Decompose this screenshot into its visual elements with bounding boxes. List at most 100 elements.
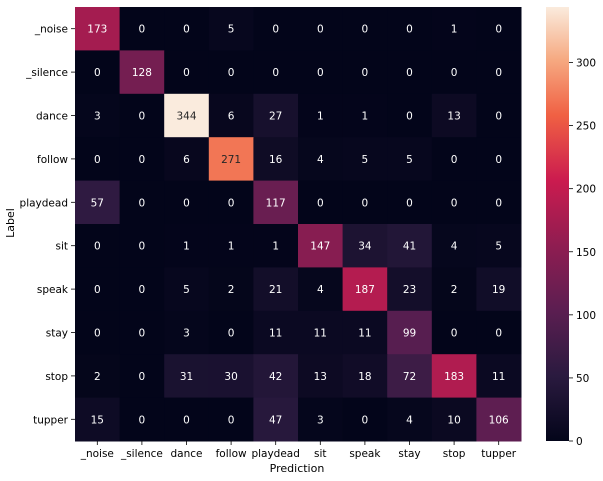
cell-value-label: 0 bbox=[94, 154, 101, 166]
cell-value-label: 0 bbox=[317, 67, 324, 79]
heatmap-cell bbox=[298, 267, 344, 312]
heatmap-cell bbox=[208, 50, 254, 95]
heatmap-cells bbox=[75, 7, 522, 442]
heatmap-cell-labels: 173 0 0 5 0 0 0 0 1 00 128 0 0 0 0 0 0 0 03 0 344 6 27 1 1 0 13 00 0… bbox=[87, 24, 509, 427]
heatmap-cell bbox=[342, 93, 388, 138]
heatmap-cell bbox=[342, 310, 388, 355]
heatmap-cell bbox=[342, 180, 388, 225]
heatmap-cell bbox=[476, 310, 522, 355]
heatmap-cell bbox=[387, 397, 433, 442]
cell-value-label: 0 bbox=[451, 67, 458, 79]
heatmap-cell bbox=[119, 50, 165, 95]
cell-value-label: 5 bbox=[495, 241, 502, 253]
heatmap-cell bbox=[164, 7, 210, 51]
cell-value-label: 2 bbox=[228, 284, 235, 296]
cell-value-label: 0 bbox=[272, 67, 279, 79]
cell-value-label: 0 bbox=[317, 24, 324, 36]
heatmap-cell bbox=[387, 224, 433, 268]
cell-value-label: 0 bbox=[451, 328, 458, 340]
heatmap-cell bbox=[253, 397, 299, 442]
heatmap-cell bbox=[208, 224, 254, 268]
cell-value-label: 128 bbox=[132, 67, 152, 79]
colorbar bbox=[546, 7, 569, 441]
heatmap-cell bbox=[342, 224, 388, 268]
cell-value-label: 0 bbox=[495, 197, 502, 209]
cell-value-label: 0 bbox=[183, 197, 190, 209]
heatmap-cell bbox=[387, 7, 433, 51]
heatmap-cell bbox=[387, 310, 433, 355]
cell-value-label: 0 bbox=[139, 111, 146, 123]
heatmap-cell bbox=[75, 7, 121, 51]
heatmap-cell bbox=[387, 50, 433, 95]
cell-value-label: 3 bbox=[183, 328, 190, 340]
cell-value-label: 0 bbox=[183, 414, 190, 426]
colorbar-ticks: 0 50 100 150 200 250 300 bbox=[569, 58, 596, 448]
cell-value-label: 117 bbox=[266, 197, 286, 209]
cell-value-label: 1 bbox=[272, 241, 279, 253]
cell-value-label: 0 bbox=[406, 197, 413, 209]
y-tick-label: playdead bbox=[20, 197, 68, 209]
cell-value-label: 0 bbox=[406, 111, 413, 123]
x-tick-label: sit bbox=[314, 448, 327, 460]
heatmap-cell bbox=[298, 137, 344, 182]
y-tick-label: stay bbox=[46, 328, 68, 340]
colorbar-tick-label: 150 bbox=[576, 247, 596, 259]
heatmap-cell bbox=[119, 180, 165, 225]
cell-value-label: 15 bbox=[91, 414, 104, 426]
heatmap-cell bbox=[253, 93, 299, 138]
cell-value-label: 0 bbox=[228, 328, 235, 340]
cell-value-label: 4 bbox=[451, 241, 458, 253]
heatmap-cell bbox=[75, 354, 121, 399]
heatmap-cell bbox=[208, 180, 254, 225]
heatmap-cell bbox=[342, 267, 388, 312]
cell-value-label: 0 bbox=[139, 371, 146, 383]
x-tick-label: _silence bbox=[120, 448, 163, 460]
heatmap-cell bbox=[119, 310, 165, 355]
y-tick-label: sit bbox=[55, 241, 68, 253]
cell-value-label: 5 bbox=[362, 154, 369, 166]
cell-value-label: 0 bbox=[362, 24, 369, 36]
x-tick-label: stop bbox=[443, 448, 466, 460]
cell-value-label: 2 bbox=[94, 371, 101, 383]
cell-value-label: 21 bbox=[269, 284, 282, 296]
cell-value-label: 99 bbox=[403, 328, 416, 340]
heatmap-cell bbox=[253, 50, 299, 95]
cell-value-label: 187 bbox=[355, 284, 375, 296]
heatmap-cell bbox=[431, 224, 477, 268]
heatmap-cell bbox=[387, 267, 433, 312]
cell-value-label: 41 bbox=[403, 241, 416, 253]
heatmap-cell bbox=[298, 50, 344, 95]
cell-value-label: 4 bbox=[317, 154, 324, 166]
heatmap-cell bbox=[208, 137, 254, 182]
heatmap-cell bbox=[476, 137, 522, 182]
cell-value-label: 57 bbox=[91, 197, 104, 209]
cell-value-label: 147 bbox=[310, 241, 330, 253]
cell-value-label: 0 bbox=[139, 24, 146, 36]
cell-value-label: 0 bbox=[495, 154, 502, 166]
heatmap-cell bbox=[119, 93, 165, 138]
cell-value-label: 0 bbox=[451, 154, 458, 166]
heatmap-cell bbox=[476, 180, 522, 225]
cell-value-label: 72 bbox=[403, 371, 416, 383]
colorbar-tick-label: 100 bbox=[576, 310, 596, 322]
heatmap-cell bbox=[253, 310, 299, 355]
heatmap-cell bbox=[164, 397, 210, 442]
heatmap-cell bbox=[342, 50, 388, 95]
cell-value-label: 5 bbox=[406, 154, 413, 166]
heatmap-cell bbox=[342, 397, 388, 442]
heatmap-cell bbox=[298, 310, 344, 355]
heatmap-cell bbox=[298, 397, 344, 442]
cell-value-label: 27 bbox=[269, 111, 282, 123]
heatmap-cell bbox=[476, 7, 522, 51]
cell-value-label: 0 bbox=[139, 328, 146, 340]
heatmap-cell bbox=[75, 224, 121, 268]
colorbar-tick-label: 0 bbox=[576, 436, 583, 448]
heatmap-cell bbox=[476, 50, 522, 95]
colorbar-tick-label: 300 bbox=[576, 58, 596, 70]
y-tick-label: dance bbox=[36, 111, 68, 123]
heatmap-cell bbox=[342, 7, 388, 51]
heatmap-cell bbox=[387, 180, 433, 225]
cell-value-label: 31 bbox=[180, 371, 193, 383]
